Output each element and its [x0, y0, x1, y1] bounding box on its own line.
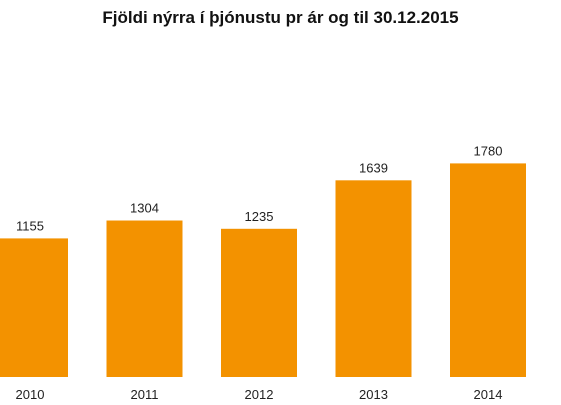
data-label-2013: 1639: [359, 160, 388, 175]
data-label-2011: 1304: [130, 201, 159, 216]
x-tick-label-2010: 2010: [16, 387, 45, 402]
bar-2011: [106, 220, 183, 377]
bar-2010: [0, 238, 68, 377]
bar-2013: [335, 180, 412, 377]
bar-2014: [450, 163, 526, 377]
chart-title: Fjöldi nýrra í þjónustu pr ár og til 30.…: [102, 8, 459, 27]
x-tick-label-2011: 2011: [131, 387, 159, 402]
x-tick-label-2012: 2012: [245, 387, 274, 402]
bar-2012: [221, 228, 297, 377]
x-tick-label-2013: 2013: [359, 387, 388, 402]
x-tick-label-2014: 2014: [474, 387, 503, 402]
data-label-2010: 1155: [16, 218, 44, 233]
data-label-2014: 1780: [474, 143, 503, 158]
data-label-2012: 1235: [245, 209, 274, 224]
